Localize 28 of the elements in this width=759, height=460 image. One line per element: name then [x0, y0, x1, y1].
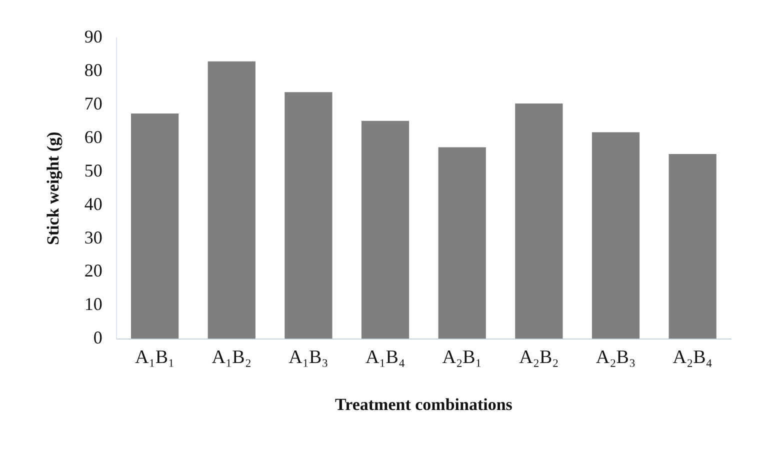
y-tick-label: 0: [93, 328, 102, 348]
x-tick-label: A₂B₃: [596, 347, 636, 368]
y-axis-title: Stick weight (g): [44, 132, 63, 246]
y-tick-label: 90: [84, 26, 102, 47]
y-tick-label: 60: [84, 127, 102, 147]
bar: [284, 92, 332, 339]
bar: [438, 147, 486, 339]
bar: [668, 154, 716, 339]
bar: [208, 61, 256, 339]
bar: [361, 120, 410, 339]
y-tick-label: 30: [84, 227, 102, 248]
bar: [515, 104, 563, 339]
x-tick-label: A₂B₂: [519, 347, 559, 368]
x-tick-label: A₁B₁: [134, 347, 175, 368]
x-tick-label: A₂B₄: [672, 347, 712, 368]
y-tick-label: 40: [84, 194, 102, 214]
x-tick-label: A₁B₃: [288, 347, 328, 368]
x-axis-title: Treatment combinations: [335, 395, 513, 414]
x-tick-label: A₁B₂: [212, 347, 252, 368]
y-tick-label: 80: [84, 60, 102, 80]
x-tick-label: A₂B₁: [442, 347, 482, 368]
y-tick-label: 70: [84, 94, 102, 114]
bar: [592, 132, 640, 339]
y-tick-label: 10: [84, 294, 102, 314]
y-tick-label: 20: [84, 260, 102, 281]
x-tick-label: A₁B₄: [365, 347, 406, 368]
bar: [130, 114, 179, 339]
y-tick-label: 50: [84, 160, 102, 180]
